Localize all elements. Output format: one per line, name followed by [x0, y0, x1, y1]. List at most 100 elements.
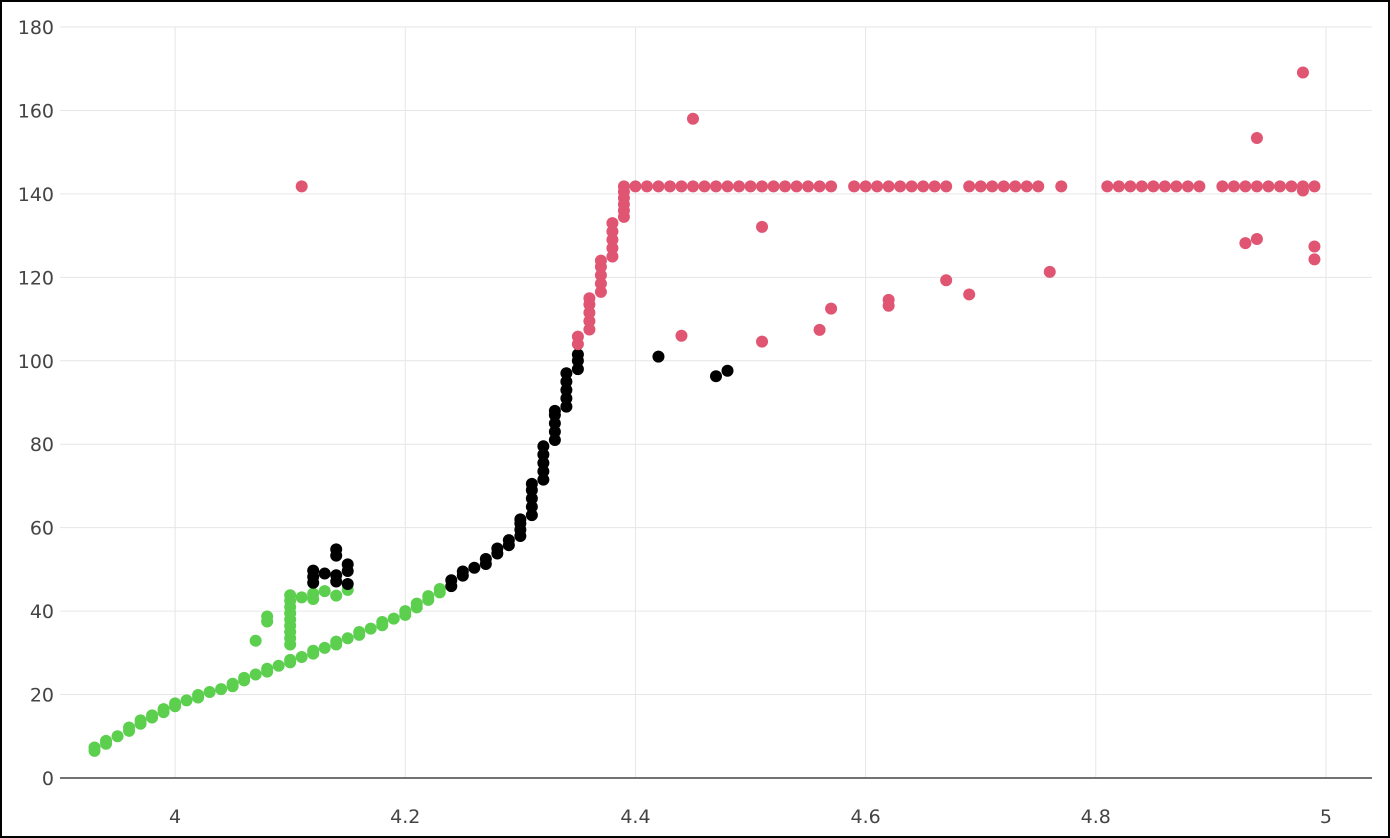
data-point — [629, 180, 642, 193]
data-point — [491, 542, 504, 555]
data-point — [330, 543, 343, 556]
data-point — [353, 625, 366, 638]
data-point — [790, 180, 803, 193]
data-point — [583, 306, 596, 319]
data-point — [192, 688, 205, 701]
data-point — [111, 730, 124, 743]
data-point — [307, 587, 320, 600]
data-point — [594, 277, 607, 290]
data-point — [560, 375, 573, 388]
y-tick-label: 0 — [42, 768, 54, 790]
data-point — [1112, 180, 1125, 193]
data-point — [940, 274, 953, 287]
data-point — [537, 456, 550, 469]
data-point — [963, 288, 976, 301]
data-point — [560, 383, 573, 396]
data-point — [686, 112, 699, 125]
data-point — [594, 285, 607, 298]
data-point — [203, 686, 216, 699]
data-point — [146, 709, 159, 722]
data-point — [721, 364, 734, 377]
data-point — [1101, 180, 1114, 193]
data-point — [583, 292, 596, 305]
data-point — [284, 653, 297, 666]
x-tick-label: 5 — [1320, 806, 1332, 828]
data-point — [640, 180, 653, 193]
data-point — [249, 634, 262, 647]
data-point — [606, 242, 619, 255]
data-points — [88, 66, 1321, 757]
data-point — [594, 254, 607, 267]
data-point — [825, 302, 838, 315]
data-point — [1043, 265, 1056, 278]
data-point — [410, 597, 423, 610]
data-point — [802, 180, 815, 193]
tick-labels: 4 4.2 4.4 4.6 4.8 5 0 20 40 60 80 100 120 140 160 180 — [18, 17, 1332, 828]
data-point — [123, 721, 136, 734]
data-point — [871, 180, 884, 193]
data-point — [756, 220, 769, 233]
data-point — [1285, 180, 1298, 193]
data-point — [1170, 180, 1183, 193]
data-point — [387, 612, 400, 625]
data-point — [894, 180, 907, 193]
y-tick-label: 160 — [18, 100, 54, 122]
data-point — [882, 293, 895, 306]
y-tick-label: 180 — [18, 17, 54, 39]
data-point — [318, 585, 331, 598]
data-point — [537, 440, 550, 453]
data-point — [848, 180, 861, 193]
data-point — [1181, 180, 1194, 193]
y-tick-label: 60 — [30, 518, 54, 540]
x-tick-label: 4.4 — [620, 806, 650, 828]
data-point — [1296, 184, 1309, 197]
data-point — [710, 180, 722, 193]
data-point — [341, 632, 354, 645]
data-point — [963, 180, 976, 193]
data-point — [663, 180, 676, 193]
data-point — [1124, 180, 1137, 193]
data-point — [1250, 180, 1263, 193]
data-point — [525, 492, 538, 505]
data-point — [514, 513, 527, 526]
data-point — [1147, 180, 1160, 193]
data-point — [652, 180, 665, 193]
x-tick-label: 4 — [169, 806, 181, 828]
data-point — [422, 590, 435, 603]
data-point — [88, 741, 101, 754]
data-point — [330, 569, 343, 582]
data-point — [813, 180, 826, 193]
data-point — [341, 558, 354, 571]
y-tick-label: 40 — [30, 601, 54, 623]
data-point — [399, 605, 412, 618]
data-point — [226, 677, 239, 690]
data-point — [307, 564, 320, 577]
data-point — [548, 425, 561, 438]
data-point — [238, 671, 251, 684]
data-point — [1308, 180, 1321, 193]
data-point — [180, 694, 193, 707]
data-point — [1135, 180, 1148, 193]
data-point — [698, 180, 711, 193]
data-point — [1009, 180, 1022, 193]
data-point — [686, 180, 699, 193]
x-tick-label: 4.6 — [851, 806, 881, 828]
data-point — [1158, 180, 1171, 193]
data-point — [606, 217, 619, 230]
data-point — [295, 591, 308, 604]
data-point — [376, 615, 389, 628]
data-point — [594, 269, 607, 282]
data-point — [261, 610, 274, 623]
data-point — [917, 180, 930, 193]
data-point — [675, 180, 688, 193]
data-point — [756, 180, 769, 193]
data-point — [1216, 180, 1229, 193]
data-point — [1239, 237, 1252, 250]
y-tick-label: 20 — [30, 685, 54, 707]
data-point — [272, 659, 285, 672]
data-point — [479, 552, 492, 565]
data-point — [169, 697, 182, 710]
data-point — [364, 622, 377, 635]
data-point — [284, 589, 297, 602]
